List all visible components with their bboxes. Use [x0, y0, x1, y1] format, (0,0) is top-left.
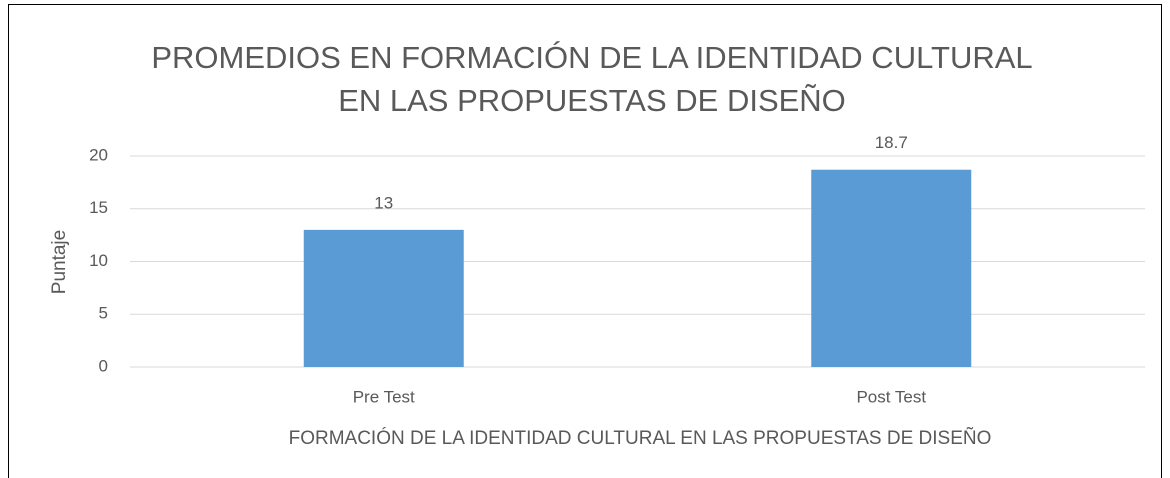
chart-title: PROMEDIOS EN FORMACIÓN DE LA IDENTIDAD C…: [151, 40, 1032, 75]
bar: [303, 229, 464, 367]
y-tick-label: 0: [99, 356, 108, 375]
y-tick-label: 10: [89, 251, 108, 270]
x-tick-label: Post Test: [856, 387, 926, 406]
y-tick-label: 15: [89, 198, 108, 217]
data-label: 18.7: [875, 133, 908, 152]
y-tick-label: 20: [89, 145, 108, 164]
x-axis-label: FORMACIÓN DE LA IDENTIDAD CULTURAL EN LA…: [289, 427, 992, 449]
x-tick-label: Pre Test: [353, 387, 415, 406]
data-label: 13: [374, 193, 393, 212]
y-axis-label: Puntaje: [49, 230, 70, 294]
bar: [811, 169, 972, 367]
y-tick-label: 5: [99, 304, 108, 323]
chart-title: EN LAS PROPUESTAS DE DISEÑO: [338, 83, 846, 118]
chart-border: [8, 4, 1162, 478]
